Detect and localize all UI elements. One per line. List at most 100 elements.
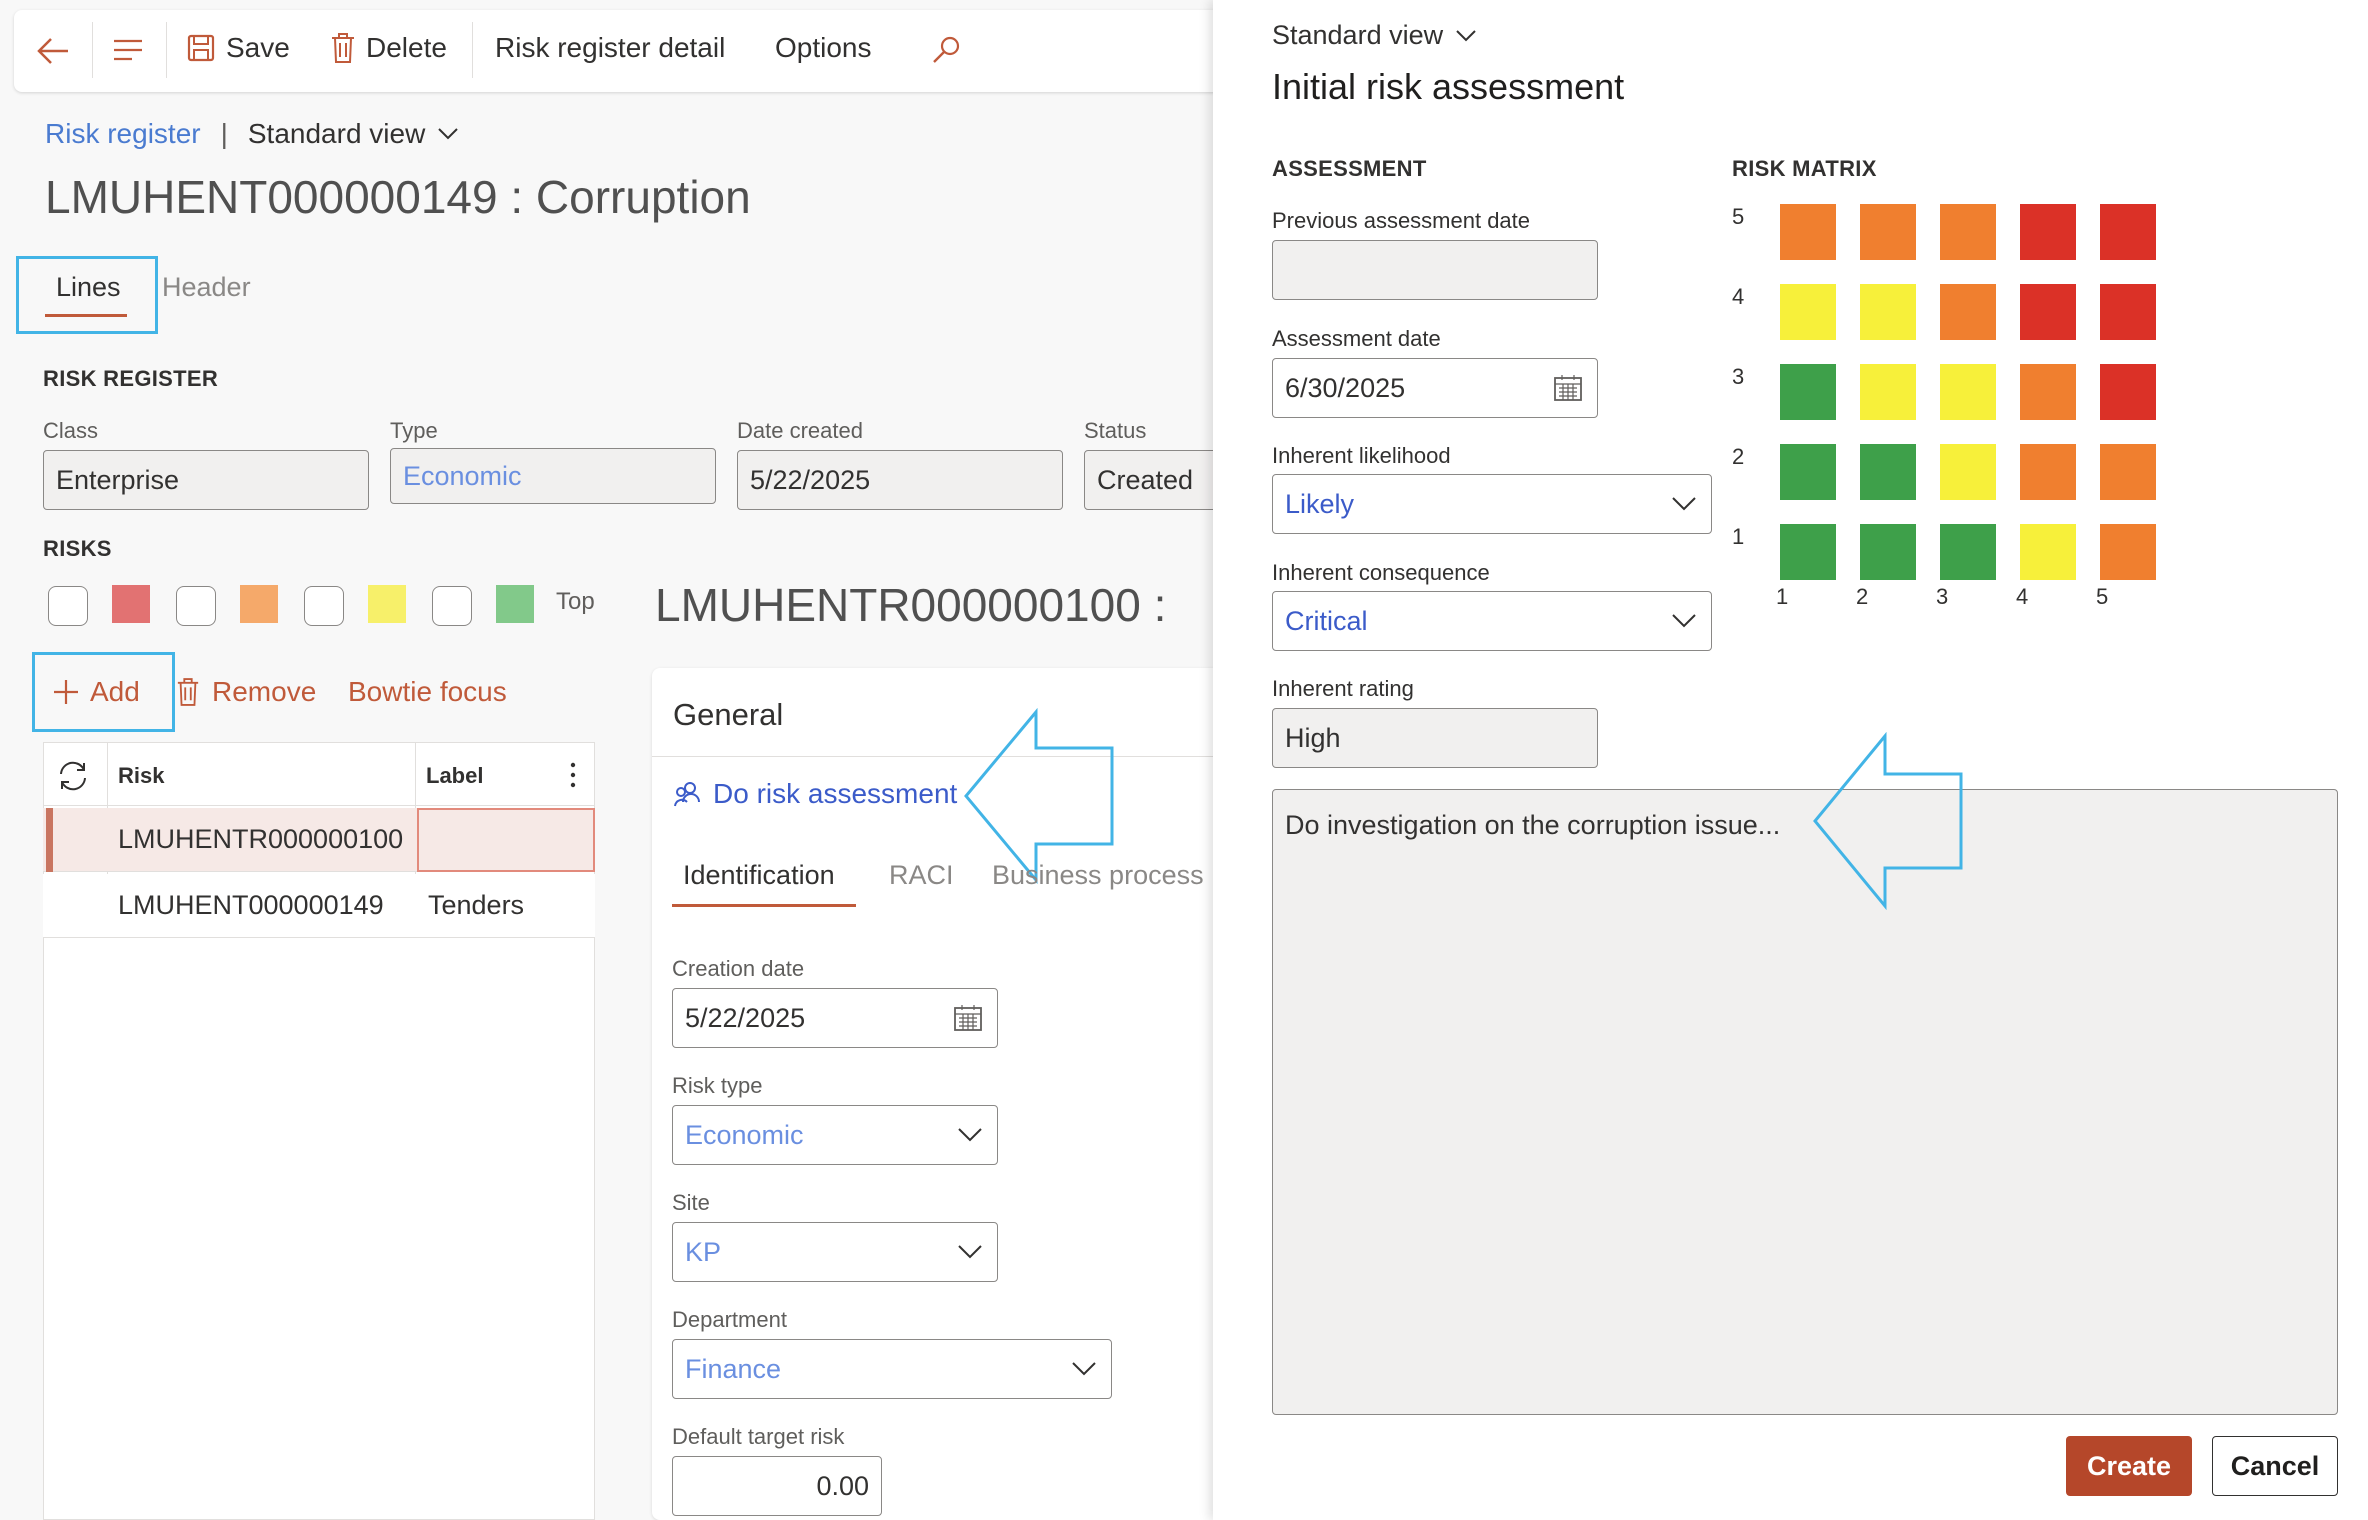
creation-date-field[interactable]: 5/22/2025 [672, 988, 998, 1048]
calendar-icon[interactable] [953, 1004, 983, 1032]
people-icon [674, 782, 700, 807]
cell-label-input[interactable] [417, 808, 595, 872]
matrix-cell [2100, 524, 2156, 580]
class-label: Class [43, 418, 99, 443]
notes-value: Do investigation on the corruption issue… [1285, 810, 1781, 840]
trash-icon [332, 33, 354, 63]
arrow-callout-icon [1813, 732, 1963, 910]
type-label: Type [390, 418, 438, 443]
assessment-date-label: Assessment date [1272, 326, 1441, 351]
remove-button[interactable]: Remove [176, 676, 316, 708]
calendar-icon[interactable] [1553, 374, 1583, 402]
tab-raci[interactable]: RACI [889, 860, 954, 890]
class-value: Enterprise [56, 464, 180, 495]
tab-lines-label: Lines [56, 272, 121, 302]
risk-type-label: Risk type [672, 1073, 763, 1098]
view-selector[interactable]: Standard view [248, 118, 459, 150]
filter-checkbox-top[interactable] [432, 586, 472, 626]
notes-textarea[interactable]: Do investigation on the corruption issue… [1272, 789, 2338, 1415]
back-icon[interactable] [36, 36, 70, 71]
lines-tab-callout [16, 256, 158, 334]
site-dropdown[interactable]: KP [672, 1222, 998, 1282]
cell-risk[interactable]: LMUHENT000000149 [118, 890, 384, 920]
matrix-cell [1860, 364, 1916, 420]
column-header-label[interactable]: Label [426, 763, 484, 788]
status-label: Status [1084, 418, 1147, 443]
chevron-down-icon [1672, 497, 1696, 511]
matrix-column-label: 1 [1776, 584, 1789, 609]
low-color-swatch [368, 585, 406, 623]
matrix-row-label: 2 [1732, 444, 1745, 469]
tab-identification[interactable]: Identification [683, 860, 835, 890]
matrix-cell [2020, 444, 2076, 500]
more-options-icon[interactable] [570, 762, 576, 793]
matrix-cell [1940, 284, 1996, 340]
add-button-callout [32, 652, 175, 732]
chevron-down-icon [1672, 614, 1696, 628]
chevron-down-icon [958, 1128, 982, 1142]
chevron-down-icon [958, 1245, 982, 1259]
status-value: Created [1097, 464, 1194, 495]
table-row[interactable] [43, 874, 595, 938]
save-button[interactable]: Save [186, 32, 290, 64]
do-risk-assessment-button[interactable]: Do risk assessment [673, 778, 957, 810]
bowtie-focus-button[interactable]: Bowtie focus [348, 676, 507, 708]
inherent-likelihood-dropdown[interactable]: Likely [1272, 474, 1712, 534]
matrix-cell [1940, 204, 1996, 260]
matrix-cell [2100, 284, 2156, 340]
trash-icon [177, 678, 199, 706]
create-label: Create [2086, 1450, 2172, 1481]
type-field[interactable]: Economic [390, 448, 716, 504]
matrix-row-label: 4 [1732, 284, 1745, 309]
inherent-consequence-dropdown[interactable]: Critical [1272, 591, 1712, 651]
matrix-column-label: 4 [2016, 584, 2029, 609]
assessment-date-field[interactable]: 6/30/2025 [1272, 358, 1598, 418]
matrix-cell [1860, 204, 1916, 260]
search-icon[interactable] [930, 34, 962, 71]
site-label: Site [672, 1190, 710, 1215]
cell-risk[interactable]: LMUHENTR000000100 [118, 824, 404, 854]
inherent-consequence-value: Critical [1285, 605, 1368, 636]
matrix-cell [2020, 284, 2076, 340]
tab-header[interactable]: Header [162, 272, 251, 303]
chevron-down-icon [1072, 1362, 1096, 1376]
risk-assessment-dialog: Standard view Initial risk assessment AS… [1213, 0, 2368, 1520]
main-page: Save Delete Risk register detail Options… [16, 22, 1284, 1520]
type-value: Economic [403, 460, 522, 491]
date-created-field[interactable]: 5/22/2025 [737, 450, 1063, 510]
filter-checkbox-low[interactable] [304, 586, 344, 626]
refresh-icon[interactable] [56, 760, 90, 797]
action-pane [14, 10, 1234, 92]
general-header[interactable]: General [673, 697, 784, 732]
page-title: LMUHENT000000149 : Corruption [45, 171, 751, 223]
medium-color-swatch [240, 585, 278, 623]
risk-detail-title: LMUHENTR000000100 : [655, 579, 1167, 631]
options-button[interactable]: Options [775, 32, 872, 64]
risk-type-dropdown[interactable]: Economic [672, 1105, 998, 1165]
cell-label[interactable]: Tenders [428, 890, 525, 920]
risk-matrix-section: RISK MATRIX [1732, 156, 1877, 181]
filter-checkbox-high[interactable] [48, 586, 88, 626]
inherent-rating-field: High [1272, 708, 1598, 768]
class-field[interactable]: Enterprise [43, 450, 369, 510]
view-label: Standard view [247, 118, 426, 149]
matrix-cell [2100, 204, 2156, 260]
column-header-risk[interactable]: Risk [118, 763, 165, 788]
tab-business-process[interactable]: Business process [992, 860, 1204, 890]
add-button[interactable]: Add [52, 676, 140, 708]
tab-lines[interactable]: Lines [56, 272, 121, 303]
inherent-likelihood-label: Inherent likelihood [1272, 443, 1451, 468]
risk-register-detail-button[interactable]: Risk register detail [495, 32, 725, 64]
cancel-button[interactable]: Cancel [2212, 1436, 2338, 1496]
department-dropdown[interactable]: Finance [672, 1339, 1112, 1399]
dialog-view-selector[interactable]: Standard view [1272, 20, 1477, 51]
breadcrumb-link[interactable]: Risk register [45, 118, 201, 149]
menu-icon[interactable] [112, 38, 144, 67]
delete-button[interactable]: Delete [330, 32, 447, 64]
default-target-risk-field[interactable]: 0.00 [672, 1456, 882, 1516]
create-button[interactable]: Create [2066, 1436, 2192, 1496]
options-label: Options [775, 32, 872, 63]
plus-icon [54, 680, 78, 704]
matrix-cell [1780, 284, 1836, 340]
filter-checkbox-medium[interactable] [176, 586, 216, 626]
